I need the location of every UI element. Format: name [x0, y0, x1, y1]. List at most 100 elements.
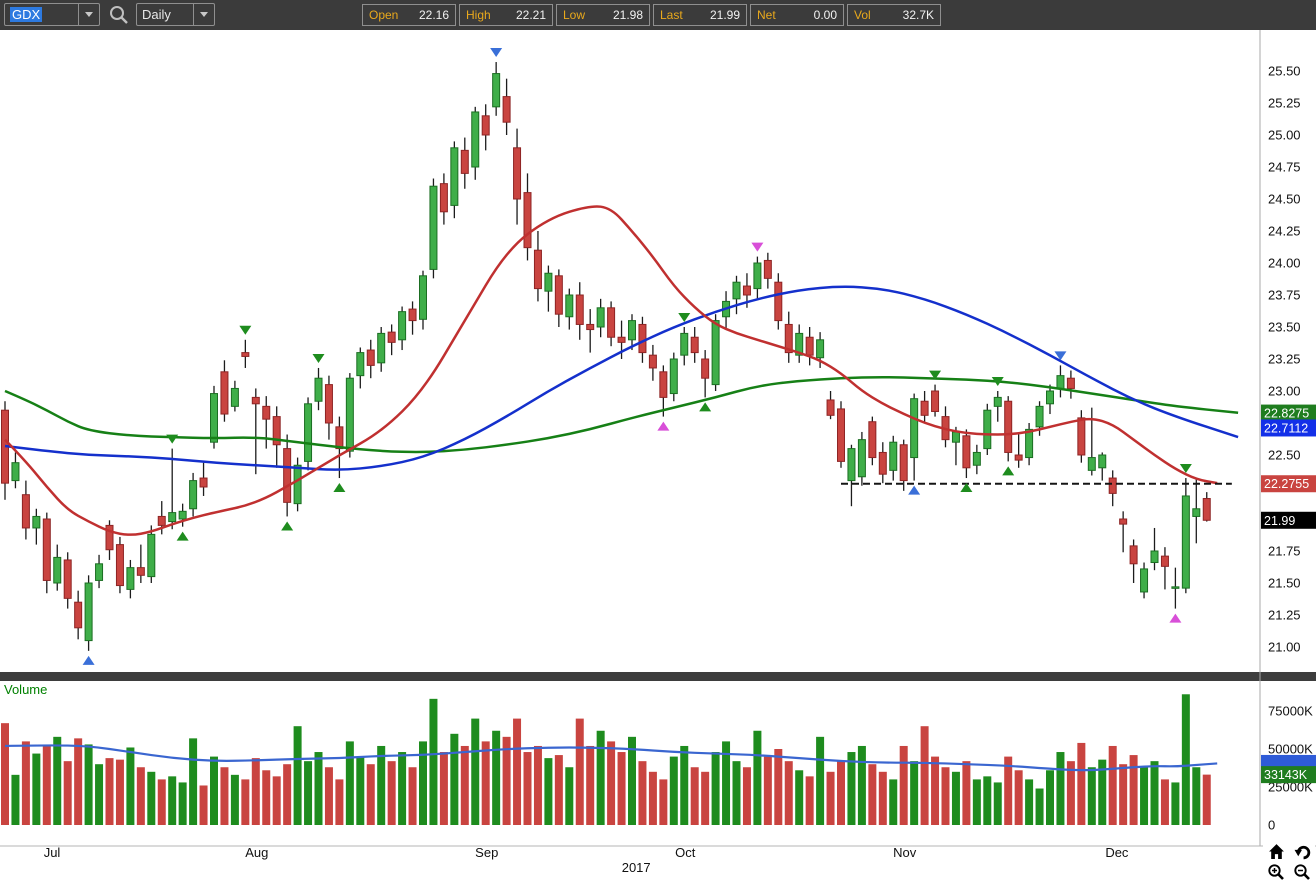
volume-bar: [304, 761, 313, 825]
price-tick-label: 24.50: [1268, 192, 1301, 207]
marker-green-up-triangle: [281, 521, 294, 531]
volume-tick-label: 50000K: [1268, 742, 1313, 757]
net-label: Net: [757, 8, 776, 22]
volume-bar: [1140, 767, 1149, 825]
symbol-input[interactable]: GDX: [5, 4, 78, 25]
zoom-in-button[interactable]: [1267, 863, 1285, 881]
pane-divider: [0, 672, 1316, 681]
candle-up: [596, 307, 605, 328]
volume-bar: [63, 761, 72, 825]
candle-down: [460, 149, 469, 174]
candle-down: [1014, 454, 1023, 461]
volume-bar: [941, 767, 950, 825]
candle-up: [147, 533, 156, 578]
volume-bar: [42, 745, 51, 825]
price-tick-label: 23.00: [1268, 384, 1301, 399]
month-label: Aug: [245, 845, 268, 860]
volume-bar: [659, 779, 668, 825]
year-label: 2017: [622, 860, 651, 875]
volume-bar: [1035, 788, 1044, 825]
volume-bar: [262, 770, 271, 825]
volume-bar: [523, 752, 532, 825]
candle-up: [293, 464, 302, 505]
price-value-badge-text: 22.2755: [1264, 477, 1309, 491]
candle-down: [899, 444, 908, 482]
candle-up: [910, 398, 919, 459]
month-label: Sep: [475, 845, 498, 860]
price-tick-label: 21.75: [1268, 544, 1301, 559]
volume-bar: [126, 747, 135, 825]
candle-up: [189, 480, 198, 510]
symbol-dropdown-button[interactable]: [78, 4, 99, 25]
volume-bar: [1202, 774, 1211, 825]
volume-bar: [450, 733, 459, 825]
volume-bar: [115, 759, 124, 825]
symbol-combo[interactable]: GDX: [4, 3, 100, 26]
candle-down: [115, 544, 124, 587]
search-icon[interactable]: [108, 4, 130, 26]
candle-down: [1066, 377, 1075, 389]
volume-bar: [784, 761, 793, 825]
quote-field-vol: Vol 32.7K: [847, 4, 941, 26]
candle-up: [377, 332, 386, 364]
period-value[interactable]: Daily: [142, 7, 171, 22]
marker-blue-up-triangle: [908, 485, 921, 495]
candle-down: [283, 448, 292, 503]
volume-bar: [11, 774, 20, 825]
candle-down: [251, 396, 260, 405]
marker-green-down-triangle: [929, 370, 942, 380]
candle-up: [1171, 586, 1180, 589]
candle-down: [513, 147, 522, 200]
candle-down: [502, 96, 511, 123]
undo-button[interactable]: [1294, 843, 1311, 860]
candle-up: [1140, 568, 1149, 593]
candle-down: [533, 249, 542, 290]
candle-up: [32, 515, 41, 529]
period-dropdown-button[interactable]: [193, 4, 214, 25]
volume-bar: [1181, 694, 1190, 825]
candle-down: [784, 323, 793, 354]
volume-bar: [460, 745, 469, 825]
candle-down: [21, 494, 30, 529]
volume-bar: [701, 771, 710, 825]
candle-up: [1056, 375, 1065, 389]
volume-bar: [251, 758, 260, 825]
marker-green-up-triangle: [333, 483, 346, 493]
volume-bar: [178, 782, 187, 825]
volume-bar: [889, 779, 898, 825]
volume-bar: [972, 779, 981, 825]
volume-bar: [533, 745, 542, 825]
volume-bar: [648, 771, 657, 825]
volume-bar: [471, 718, 480, 825]
volume-bar: [32, 753, 41, 825]
candle-up: [492, 73, 501, 108]
candle-down: [272, 416, 281, 446]
candle-down: [575, 294, 584, 325]
price-volume-chart[interactable]: 25.50 25.25 25.00 24.75 24.50 24.25 24.00 23.75…: [0, 30, 1316, 883]
volume-bar: [1171, 782, 1180, 825]
candle-up: [993, 396, 1002, 407]
price-value-badge-text: 22.8275: [1264, 407, 1309, 421]
volume-tick-label: 75000K: [1268, 704, 1313, 719]
marker-blue-down-triangle: [490, 48, 503, 58]
last-value: 21.99: [709, 8, 740, 22]
period-combo[interactable]: Daily: [136, 3, 215, 26]
volume-bar: [105, 758, 114, 825]
price-value-badge: [1261, 475, 1316, 493]
volume-bar: [951, 771, 960, 825]
candle-down: [638, 323, 647, 354]
open-label: Open: [369, 8, 399, 22]
candle-down: [617, 336, 626, 343]
volume-bar: [617, 752, 626, 825]
home-button[interactable]: [1268, 843, 1285, 860]
volume-bar: [293, 726, 302, 825]
volume-bar: [1087, 767, 1096, 825]
volume-bar: [335, 779, 344, 825]
symbol-text[interactable]: GDX: [10, 7, 43, 22]
candle-down: [241, 352, 250, 357]
chevron-down-icon: [200, 12, 208, 17]
volume-bar: [283, 764, 292, 825]
zoom-out-button[interactable]: [1293, 863, 1311, 881]
candle-down: [1119, 518, 1128, 525]
volume-bar: [95, 764, 104, 825]
